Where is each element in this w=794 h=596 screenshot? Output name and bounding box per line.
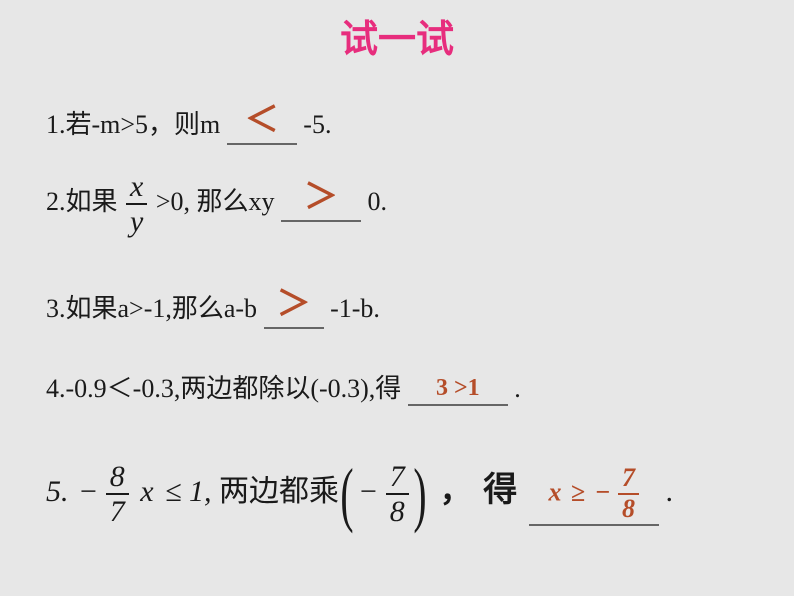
question-4: 4.-0.9＜-0.3,两边都除以(-0.3),得 3 >1 . bbox=[46, 368, 521, 406]
q1-suffix: -5. bbox=[303, 110, 331, 139]
q1-answer: ＜ bbox=[245, 102, 279, 139]
q3-answer: ＞ bbox=[277, 286, 311, 323]
q4-answer: 3 >1 bbox=[436, 375, 480, 401]
paren-left-icon: ( bbox=[340, 464, 353, 524]
q5-ans-x: x bbox=[549, 478, 562, 507]
paren-right-icon: ) bbox=[414, 464, 427, 524]
q2-suffix: 0. bbox=[368, 187, 388, 216]
q5-one: 1, bbox=[189, 475, 212, 508]
question-3: 3.如果a>-1,那么a-b ＞ -1-b. bbox=[46, 278, 380, 329]
question-5: 5. − 8 7 x ≤ 1, 两边都乘 ( − 7 8 ) ， 得 x ≥ −… bbox=[46, 460, 674, 528]
q5-frac1-num: 8 bbox=[106, 460, 129, 495]
q5-le: ≤ bbox=[165, 475, 181, 508]
q5-minus1: − bbox=[78, 475, 98, 508]
q2-blank: ＞ bbox=[281, 171, 361, 222]
q5-blank: x ≥ − 7 8 bbox=[529, 464, 659, 525]
q2-frac-den: y bbox=[126, 205, 147, 238]
q5-ans-frac-den: 8 bbox=[618, 495, 639, 524]
q2-prefix: 2.如果 bbox=[46, 187, 118, 216]
q5-frac2-num: 7 bbox=[386, 460, 409, 495]
q5-comma: ， bbox=[440, 472, 472, 508]
q5-period: . bbox=[666, 475, 674, 508]
q2-mid: >0, 那么xy bbox=[156, 187, 281, 216]
q5-frac2: 7 8 bbox=[386, 460, 409, 528]
q5-ans-frac-num: 7 bbox=[618, 464, 639, 495]
q5-de: 得 bbox=[483, 472, 517, 509]
q5-paren: ( − 7 8 ) bbox=[335, 460, 433, 528]
q2-fraction: x y bbox=[126, 170, 147, 238]
q4-suffix: . bbox=[514, 374, 521, 403]
q5-frac1: 8 7 bbox=[106, 460, 129, 528]
q3-blank: ＞ bbox=[264, 278, 324, 329]
question-1: 1.若-m>5，则m ＜ -5. bbox=[46, 94, 331, 145]
q3-suffix: -1-b. bbox=[330, 294, 380, 323]
q1-prefix: 1.若-m>5，则m bbox=[46, 110, 227, 139]
q5-lead: 5. bbox=[46, 475, 69, 508]
page-title: 试一试 bbox=[340, 8, 454, 63]
q2-answer: ＞ bbox=[304, 179, 338, 216]
q2-frac-num: x bbox=[126, 170, 147, 205]
q5-minus2: − bbox=[358, 475, 378, 508]
q5-var: x bbox=[140, 475, 153, 508]
q1-blank: ＜ bbox=[227, 94, 297, 145]
q5-frac1-den: 7 bbox=[106, 495, 129, 528]
q4-prefix: 4.-0.9＜-0.3,两边都除以(-0.3),得 bbox=[46, 374, 401, 403]
question-2: 2.如果 x y >0, 那么xy ＞ 0. bbox=[46, 170, 387, 238]
q4-blank: 3 >1 bbox=[408, 374, 508, 406]
q5-ans-frac: 7 8 bbox=[618, 464, 639, 523]
q3-prefix: 3.如果a>-1,那么a-b bbox=[46, 294, 264, 323]
q5-frac2-den: 8 bbox=[386, 495, 409, 528]
q5-ans-minus: − bbox=[595, 478, 611, 507]
q5-midtext: 两边都乘 bbox=[219, 475, 339, 508]
q5-ans-ge: ≥ bbox=[571, 478, 585, 507]
